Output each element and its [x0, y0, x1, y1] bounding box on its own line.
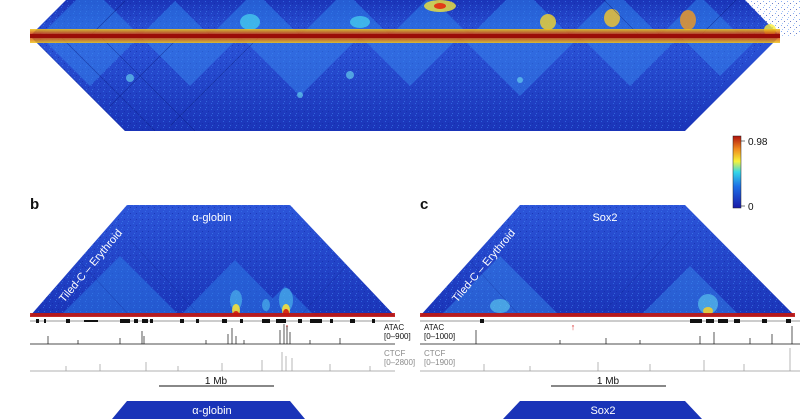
panel-b-atac-track [30, 324, 395, 345]
panel-b-atac-label: ATAC [384, 323, 404, 332]
hic-lower-dots [126, 71, 523, 98]
colorbar-gradient [732, 135, 742, 209]
panel-c-heatmap: Sox2 Tiled-C – Erythroid [420, 205, 795, 317]
panel-b-ctcf-track [30, 352, 395, 372]
panel-c-ctcf-label: CTCF [424, 349, 445, 358]
panel-c-marker: ↑ [571, 322, 576, 332]
colorbar: 0.98 0 [732, 135, 768, 213]
panel-c-ctcf-track [420, 348, 800, 372]
panel-c-atac-track [420, 326, 800, 345]
panel-c-letter: c [420, 196, 428, 213]
panel-c-gene-track [480, 319, 791, 323]
panel-c-scale-label: 1 Mb [597, 376, 620, 387]
panel-c-atac-range: [0–1000] [424, 332, 455, 341]
panel-c-locus-label: Sox2 [592, 212, 617, 224]
hic-lower-domains [40, 36, 760, 96]
panel-b-tracks: ↑ ATAC [0–900] CTCF [0–2800] 1 Mb [30, 319, 415, 387]
panel-c-lower-locus-label: Sox2 [590, 405, 615, 417]
colorbar-max-label: 0.98 [748, 137, 768, 148]
panel-b-heatmap: α-globin Tiled-C – Erythroid [30, 205, 395, 317]
panel-c-ctcf-range: [0–1900] [424, 358, 455, 367]
panel-b-scale-label: 1 Mb [205, 376, 228, 387]
panel-b-locus-label: α-globin [192, 212, 231, 224]
hic-heatmap-panel: Hi-C [30, 0, 800, 179]
panel-b-letter: b [30, 196, 39, 213]
panel-b-ctcf-range: [0–2800] [384, 358, 415, 367]
colorbar-min-label: 0 [748, 202, 754, 213]
panel-b-ctcf-label: CTCF [384, 349, 405, 358]
panel-c-atac-label: ATAC [424, 323, 444, 332]
panel-b-atac-range: [0–900] [384, 332, 411, 341]
panel-b-gene-track [36, 319, 375, 323]
hic-label: Hi-C [379, 167, 401, 179]
panel-b-lower-heatmap: α-globin [112, 401, 305, 419]
panel-c-lower-heatmap: Sox2 [503, 401, 702, 419]
panel-b-lower-locus-label: α-globin [192, 405, 231, 417]
panel-c-tracks: ↑ ATAC [0–1000] CTCF [0–1900] 1 Mb [420, 319, 800, 387]
